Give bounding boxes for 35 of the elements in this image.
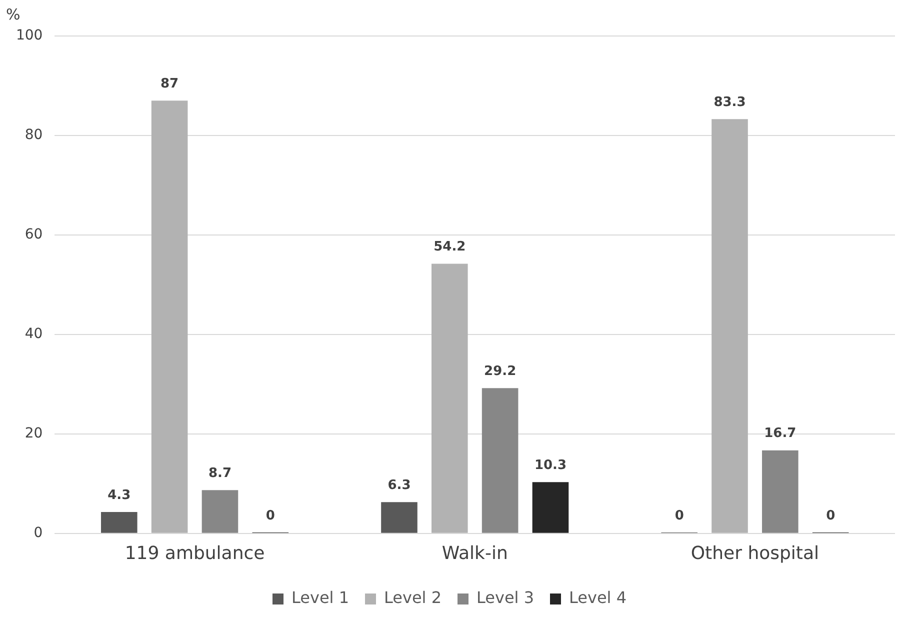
bar bbox=[532, 482, 569, 533]
x-tick-label: 119 ambulance bbox=[124, 542, 265, 564]
data-label: 4.3 bbox=[108, 488, 131, 503]
legend-label: Level 3 bbox=[476, 588, 534, 608]
y-tick-label: 40 bbox=[24, 326, 43, 342]
data-label: 54.2 bbox=[434, 240, 466, 255]
bar bbox=[482, 388, 518, 533]
x-tick-label: Other hospital bbox=[690, 542, 820, 564]
data-label: 0 bbox=[826, 508, 836, 524]
data-label: 10.3 bbox=[534, 458, 567, 474]
legend-label: Level 1 bbox=[292, 588, 349, 608]
legend-label: Level 4 bbox=[569, 588, 626, 608]
bar bbox=[100, 512, 138, 533]
bar bbox=[432, 264, 468, 533]
y-tick-label: 60 bbox=[24, 226, 43, 243]
y-axis-title: % bbox=[6, 5, 20, 24]
y-tick-label: 100 bbox=[16, 28, 43, 44]
data-label: 16.7 bbox=[764, 426, 796, 442]
y-tick-label: 0 bbox=[34, 525, 43, 542]
bar bbox=[712, 119, 748, 533]
data-label: 83.3 bbox=[714, 94, 746, 110]
bar bbox=[762, 450, 798, 533]
y-tick-label: 20 bbox=[24, 426, 43, 442]
data-label: 0 bbox=[674, 508, 684, 524]
x-tick-label: Walk-in bbox=[442, 542, 508, 564]
bar bbox=[202, 490, 238, 533]
data-label: 6.3 bbox=[388, 478, 411, 493]
data-label: 8.7 bbox=[208, 466, 232, 481]
data-label: 87 bbox=[160, 76, 179, 92]
legend-label: Level 2 bbox=[384, 588, 442, 608]
y-tick-label: 80 bbox=[24, 127, 43, 144]
data-label: 0 bbox=[266, 508, 275, 524]
data-label: 29.2 bbox=[484, 364, 516, 380]
bar bbox=[151, 100, 188, 533]
bar bbox=[381, 502, 418, 533]
